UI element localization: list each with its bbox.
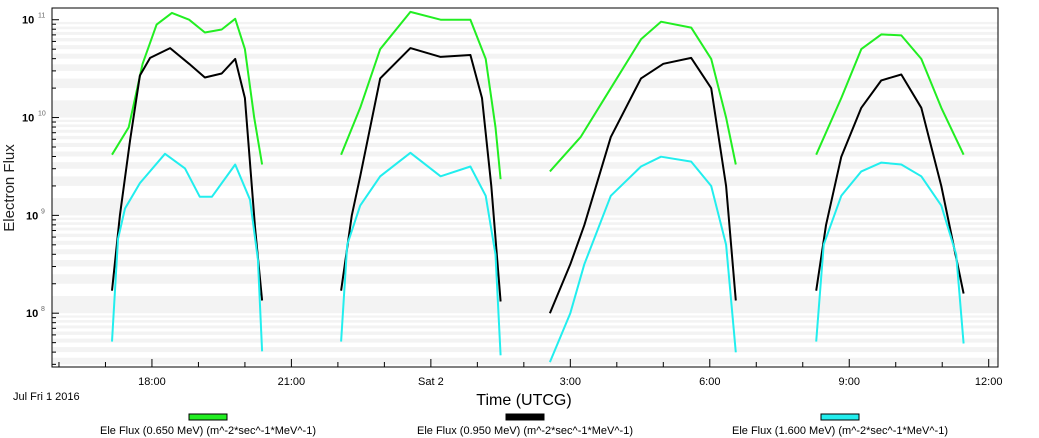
series-line-3 bbox=[111, 152, 264, 352]
x-tick-label: Sat 2 bbox=[418, 376, 444, 388]
grid-band bbox=[52, 357, 998, 365]
grid-band bbox=[52, 78, 998, 89]
grid-band bbox=[52, 259, 998, 267]
y-axis-label: Electron Flux bbox=[1, 144, 18, 232]
y-tick-label-exp: 8 bbox=[41, 306, 45, 313]
x-tick-label: 6:00 bbox=[699, 376, 720, 388]
series-line-2 bbox=[815, 73, 965, 294]
grid-band bbox=[52, 100, 998, 118]
grid-band bbox=[52, 233, 998, 238]
y-tick-label-base: 10 bbox=[22, 15, 34, 27]
legend-swatch bbox=[505, 413, 545, 421]
y-tick-label-exp: 11 bbox=[38, 13, 45, 20]
grid-band bbox=[52, 53, 998, 59]
grid-band bbox=[52, 26, 998, 30]
legend-swatch bbox=[188, 413, 228, 421]
grid-band bbox=[52, 45, 998, 50]
y-tick-label-exp: 9 bbox=[41, 208, 45, 215]
grid-band bbox=[52, 38, 998, 42]
grid-band bbox=[52, 142, 998, 148]
grid-band bbox=[52, 320, 998, 323]
legend-label: Ele Flux (0.950 MeV) (m^-2*sec^-1*MeV^-1… bbox=[417, 425, 633, 437]
series-line-3 bbox=[815, 161, 965, 344]
series-line-3 bbox=[548, 155, 737, 363]
grid-band bbox=[52, 217, 998, 220]
grid-band bbox=[52, 295, 998, 314]
grid-band bbox=[52, 274, 998, 284]
y-tick-label-base: 10 bbox=[22, 113, 34, 125]
series-line-2 bbox=[548, 56, 737, 314]
series-line-1 bbox=[549, 20, 737, 173]
grid-band bbox=[52, 198, 998, 216]
grid-band bbox=[52, 124, 998, 128]
grid-band bbox=[52, 347, 998, 353]
grid-band bbox=[52, 21, 998, 25]
legend-label: Ele Flux (0.650 MeV) (m^-2*sec^-1*MeV^-1… bbox=[100, 425, 316, 437]
x-tick-label: 12:00 bbox=[975, 376, 1003, 388]
grid-band bbox=[52, 315, 998, 318]
grid-band bbox=[52, 119, 998, 123]
grid-band bbox=[52, 64, 998, 71]
series-line-2 bbox=[111, 47, 264, 301]
x-tick-label: 18:00 bbox=[138, 376, 166, 388]
grid-band bbox=[52, 325, 998, 329]
grid-band bbox=[52, 222, 998, 225]
series-line-2 bbox=[340, 47, 502, 302]
legend-swatch bbox=[820, 413, 860, 421]
series-line-3 bbox=[340, 151, 502, 356]
series-line-1 bbox=[815, 33, 965, 156]
y-tick-label-base: 10 bbox=[26, 308, 38, 320]
grid-band bbox=[52, 331, 998, 335]
grid-band bbox=[52, 31, 998, 35]
grid-band bbox=[52, 176, 998, 186]
x-tick-label: 3:00 bbox=[560, 376, 581, 388]
x-tick-label: 21:00 bbox=[278, 376, 306, 388]
grid-band bbox=[52, 129, 998, 133]
grid-band bbox=[52, 151, 998, 157]
grid-band bbox=[52, 249, 998, 255]
series-line-1 bbox=[340, 10, 502, 180]
grid-band bbox=[52, 135, 998, 140]
legend-label: Ele Flux (1.600 MeV) (m^-2*sec^-1*MeV^-1… bbox=[732, 425, 948, 437]
x-tick-label: 9:00 bbox=[839, 376, 860, 388]
y-tick-label-base: 10 bbox=[26, 210, 38, 222]
x-axis-label: Time (UTCG) bbox=[476, 392, 571, 409]
y-tick-label-exp: 10 bbox=[38, 111, 46, 118]
grid-band bbox=[52, 162, 998, 169]
date-label: Jul Fri 1 2016 bbox=[13, 391, 80, 403]
grid-band bbox=[52, 240, 998, 245]
plot-frame bbox=[51, 7, 999, 368]
grid-band bbox=[52, 227, 998, 231]
grid-band bbox=[52, 338, 998, 343]
